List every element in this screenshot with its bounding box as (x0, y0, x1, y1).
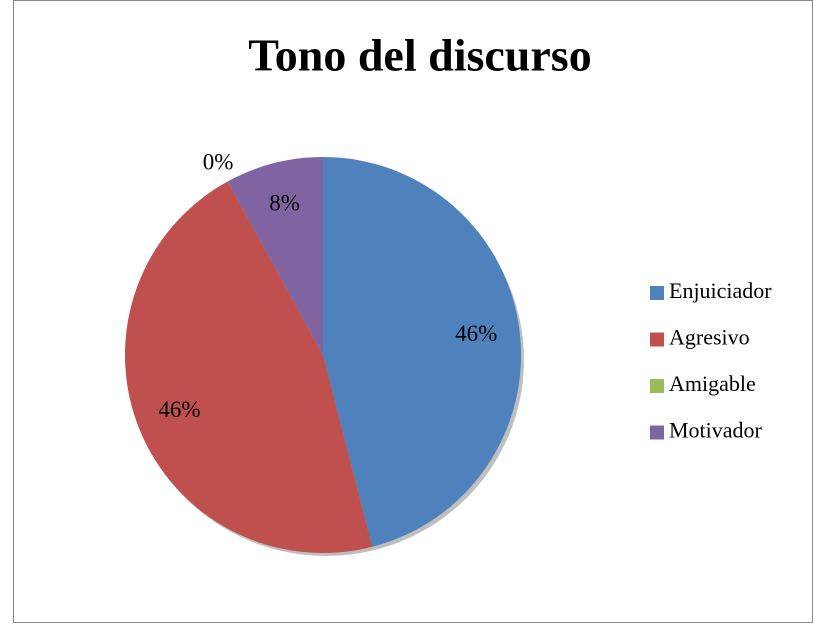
legend-label: Agresivo (669, 325, 750, 350)
legend-label: Motivador (669, 418, 763, 443)
data-label: 0% (203, 149, 234, 174)
legend-swatch (650, 332, 664, 347)
pie-slice-shade (323, 157, 522, 547)
data-label: 8% (269, 191, 300, 216)
legend-swatch (650, 425, 664, 440)
slice-group (125, 181, 373, 553)
data-label: 46% (455, 321, 497, 346)
legend-label: Amigable (669, 371, 756, 396)
pie-slice-shade (125, 181, 373, 553)
legend-label: Enjuiciador (669, 278, 772, 303)
pie-slice-shade (227, 157, 323, 355)
legend-swatch (650, 286, 664, 300)
slice-group (227, 157, 323, 355)
slice-group (323, 157, 522, 547)
data-label: 46% (158, 397, 200, 422)
legend-swatch (650, 379, 664, 393)
chart-title: Tono del discurso (248, 30, 591, 81)
